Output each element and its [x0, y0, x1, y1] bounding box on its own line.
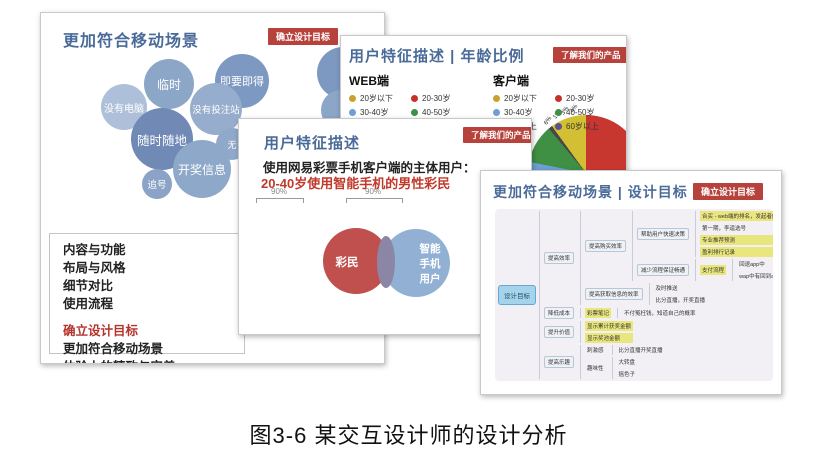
bubble-chase-number: 追号 [142, 169, 172, 199]
goal-item: 体验上的精致与完善 [63, 358, 244, 363]
goal-item: 更加符合移动场景 [63, 341, 164, 356]
legend-item: 40-50岁 [555, 107, 623, 118]
slide-title: 用户特征描述 | 年龄比例 [349, 48, 525, 65]
legend-item: 20-30岁 [411, 93, 479, 104]
mindmap-branch: 提升价值 显示累计获奖金额 显示奖池金额 [544, 321, 773, 343]
percent-label: 90% [365, 187, 382, 196]
bubble-no-betting-station: 没有投注站 [190, 83, 242, 135]
mindmap-leaf: 比分直播，开奖直播 [655, 298, 706, 304]
percent-label: 90% [271, 187, 288, 196]
mindmap-branch: 彩票笔记 不付冤枉钱，知道自己的概率 [585, 308, 698, 318]
mindmap-branch: 支付流程 回退app中 wap中有回到app的流程 [700, 259, 773, 281]
main-user-line: 使用网易彩票手机客户端的主体用户： [263, 161, 476, 175]
mindmap-node: 降低成本 [544, 307, 575, 319]
mindmap-branch: 减少流程保证畅通 支付流程 回退app中 wap中有回到app的流程 [637, 259, 773, 281]
venn-label-right-line: 用户 [419, 272, 441, 285]
legend-dot [493, 95, 500, 102]
know-product-badge: 了解我们的产品 [463, 127, 531, 143]
mindmap-leaf: 合买 - web端的排名，发起者的战绩 [700, 211, 773, 221]
legend-group-label: 客户端 [493, 74, 530, 88]
bubble-draw-info: 开奖信息 [173, 140, 231, 198]
mindmap-branch: 提高效率 提高购买效率 帮助用户快速决策 合买 - web端的排名，发起者的战绩… [544, 211, 773, 305]
venn-circle-lottery [323, 228, 389, 294]
list-item: 内容与功能 [63, 243, 126, 257]
bubble-temporary: 临时 [144, 59, 194, 109]
legend-item: 60岁以上 [555, 121, 623, 132]
legend-item: 20岁以下 [349, 93, 411, 104]
mindmap-leaf: 第一期，李逵选号 [702, 226, 747, 232]
legend-item: 30-40岁 [493, 107, 555, 118]
mindmap-leaf: 比分直播开奖直播 [618, 348, 663, 354]
list-item: 使用流程 [63, 297, 114, 312]
mindmap-panel: 设计目标 提高效率 提高购买效率 帮助用户快速决策 合买 - web端的排名，发… [495, 209, 773, 381]
mindmap-node: 提升价值 [544, 326, 575, 338]
mindmap-node: 减少流程保证畅通 [637, 264, 690, 276]
mindmap-leaf: 及时推送 [655, 286, 678, 292]
figure-caption: 图3-6 某交互设计师的设计分析 [249, 423, 568, 448]
legend-dot [411, 109, 418, 116]
mindmap-node: 提高乐趣 [544, 356, 575, 368]
slide-design-goals: 更加符合移动场景 | 设计目标 确立设计目标 设计目标 提高效率 提高购买效率 … [480, 170, 782, 395]
mindmap-leaf: 支付流程 [700, 265, 727, 275]
measure-bracket [256, 198, 304, 203]
mindmap-leaf: 大转盘 [618, 360, 636, 366]
measure-bracket [346, 198, 403, 203]
mindmap-leaf: 专业推荐预测 [700, 235, 773, 245]
slide-title: 用户特征描述 [264, 135, 361, 152]
mindmap-branch: 趣味性 大转盘 摇色子 [585, 357, 665, 379]
goal-heading: 确立设计目标 [63, 323, 139, 338]
legend-dot [555, 109, 562, 116]
mindmap-branch: 帮助用户快速决策 合买 - web端的排名，发起者的战绩 第一期，李逵选号 专业… [637, 211, 773, 257]
legend-dot [349, 109, 356, 116]
mindmap-leaf: 回退app中 [739, 262, 765, 268]
mindmap-leaf: 盈利排行记录 [700, 247, 773, 257]
mindmap-leaf: 摇色子 [618, 372, 636, 378]
key-finding-line: 20-40岁使用智能手机的男性彩民 [261, 176, 451, 191]
mindmap-branch: 刺激感 比分直播开奖直播 [585, 345, 665, 355]
mindmap-branch: 提高获取信息的效率 及时推送 比分直播，开奖直播 [585, 283, 773, 305]
mindmap-leaf: 趣味性 [587, 366, 604, 372]
mindmap-node: 提高获取信息的效率 [585, 288, 643, 300]
mindmap-leaf: 显示累计获奖金额 [585, 321, 634, 331]
slide-title: 更加符合移动场景 | 设计目标 [493, 184, 688, 200]
legend-dot [493, 109, 500, 116]
legend-group-label: WEB端 [349, 74, 389, 88]
legend-dot [349, 95, 356, 102]
list-item: 布局与风格 [63, 261, 126, 276]
venn-overlap [377, 236, 395, 288]
legend-item: 20-30岁 [555, 93, 623, 104]
know-product-badge: 了解我们的产品 [553, 47, 626, 63]
venn-label-left: 彩民 [335, 255, 359, 269]
mindmap-leaf: 彩票笔记 [585, 308, 612, 318]
legend-item: 20岁以下 [493, 93, 555, 104]
mindmap-branch: 降低成本 彩票笔记 不付冤枉钱，知道自己的概率 [544, 307, 773, 319]
venn-label-right-line: 智能 [419, 242, 441, 255]
legend-dot [411, 95, 418, 102]
design-goal-badge: 确立设计目标 [693, 183, 764, 200]
list-item: 细节对比 [63, 279, 114, 294]
mindmap-branch: 提高乐趣 刺激感 比分直播开奖直播 趣味性 大转盘 摇色子 [544, 345, 773, 379]
legend-dot [555, 123, 562, 130]
legend-dot [555, 95, 562, 102]
legend-item: 30-40岁 [349, 107, 411, 118]
venn-diagram: 彩民 智能 手机 用户 [323, 228, 450, 297]
legend-item: 40-50岁 [411, 107, 479, 118]
mindmap-node: 提高效率 [544, 252, 575, 264]
mindmap-node: 提高购买效率 [585, 240, 627, 252]
design-goal-badge: 确立设计目标 [268, 28, 339, 45]
mindmap-root: 设计目标 [498, 285, 536, 305]
mindmap-branch: 提高购买效率 帮助用户快速决策 合买 - web端的排名，发起者的战绩 第一期，… [585, 211, 773, 281]
venn-circle-smartphone [382, 229, 450, 297]
mindmap-leaf: 显示奖池金额 [585, 333, 634, 343]
mindmap-leaf: 不付冤枉钱，知道自己的概率 [624, 311, 696, 317]
mindmap-node: 帮助用户快速决策 [637, 228, 690, 240]
mindmap-leaf: 刺激感 [587, 348, 604, 354]
mindmap-leaf: wap中有回到app的流程 [739, 274, 773, 280]
slide-title: 更加符合移动场景 [63, 33, 200, 50]
venn-label-right-line: 手机 [420, 257, 441, 270]
analysis-list: 内容与功能 布局与风格 细节对比 使用流程 确立设计目标 更加符合移动场景 体验… [49, 233, 245, 363]
